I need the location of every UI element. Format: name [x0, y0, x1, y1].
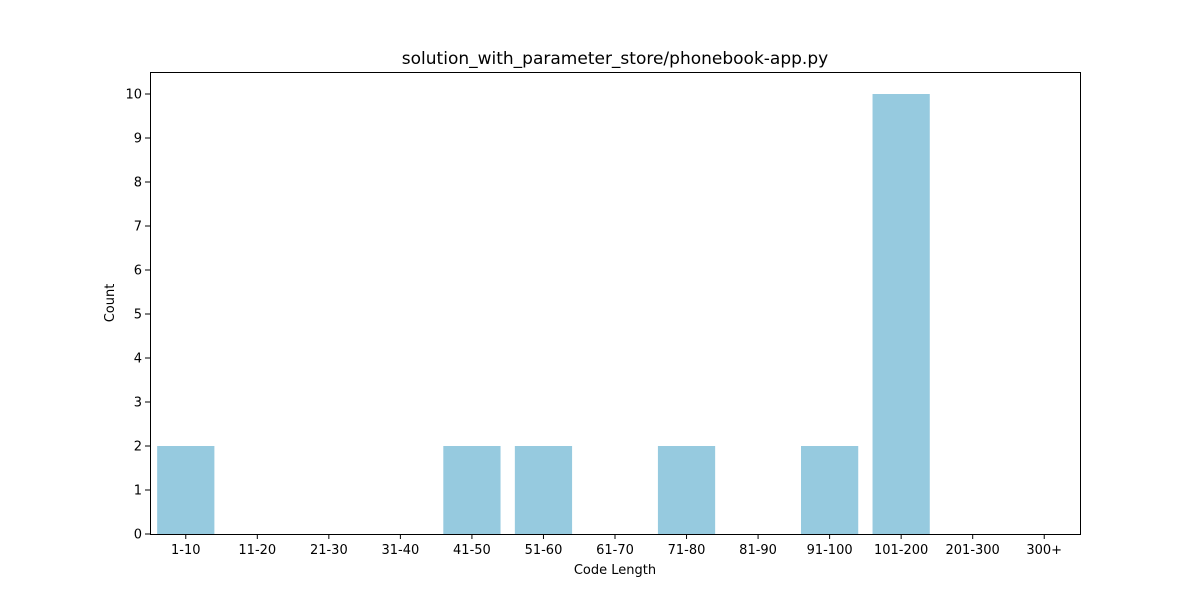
bars-layer: [157, 94, 930, 534]
x-axis-label: Code Length: [574, 563, 656, 578]
y-axis-label: Count: [103, 284, 118, 323]
y-tick-label: 2: [134, 440, 142, 455]
y-tick-label: 9: [134, 132, 142, 147]
bar-71-80: [657, 446, 716, 534]
y-tick-label: 7: [134, 220, 142, 235]
x-tick-label: 300+: [1026, 543, 1062, 558]
y-tick-label: 4: [134, 352, 142, 367]
x-tick-label: 21-30: [310, 543, 348, 558]
x-tick-label: 71-80: [668, 543, 706, 558]
bar-41-50: [443, 446, 501, 534]
y-tick-label: 10: [125, 88, 142, 103]
y-tick-label: 8: [134, 176, 142, 191]
x-tick-label: 51-60: [525, 543, 563, 558]
bar-1-10: [157, 446, 215, 534]
x-tick-label: 11-20: [238, 543, 276, 558]
x-tick-label: 201-300: [946, 543, 1000, 558]
bar-101-200: [872, 94, 930, 534]
y-tick-label: 1: [134, 484, 142, 499]
bar-51-60: [514, 446, 573, 534]
x-tick-label: 1-10: [171, 543, 201, 558]
x-tick-label: 81-90: [739, 543, 777, 558]
x-tick-label: 91-100: [807, 543, 853, 558]
x-tick-label: 31-40: [381, 543, 419, 558]
axes-frame: [150, 72, 1081, 535]
x-tick-label: 41-50: [453, 543, 491, 558]
x-tick-label: 101-200: [874, 543, 928, 558]
y-tick-label: 3: [134, 396, 142, 411]
ticks-layer: 1-10 11-20 21-30 31-40 41-50 51-60 61-70 71-80 8…: [125, 88, 1062, 559]
x-tick-label: 61-70: [596, 543, 634, 558]
y-tick-label: 6: [134, 264, 142, 279]
bar-91-100: [801, 446, 859, 534]
y-tick-label: 0: [134, 528, 142, 543]
y-tick-label: 5: [134, 308, 142, 323]
chart-title: solution_with_parameter_store/phonebook-…: [402, 49, 828, 69]
